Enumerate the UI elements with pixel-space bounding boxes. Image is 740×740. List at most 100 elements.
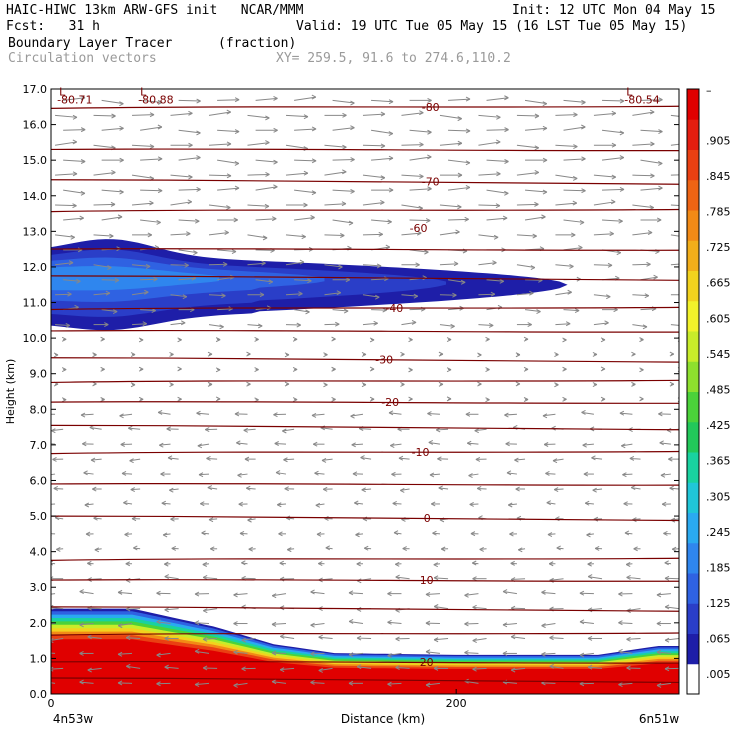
wind-vector xyxy=(285,114,308,118)
wind-vector xyxy=(506,472,517,475)
wind-vector-head xyxy=(600,337,606,343)
wind-vector-head xyxy=(457,204,462,210)
wind-vector-head xyxy=(529,290,534,296)
wind-vector xyxy=(63,217,84,221)
wind-vector-head xyxy=(76,278,81,284)
wind-vector-head xyxy=(350,413,355,419)
wind-vector xyxy=(478,204,500,207)
wind-vector-head xyxy=(428,440,434,445)
isotherm-line xyxy=(51,557,679,561)
y-tick-label: 3.0 xyxy=(30,581,48,594)
colorbar-swatch xyxy=(687,663,699,695)
wind-vector xyxy=(101,309,118,313)
isotherm-line xyxy=(51,208,679,213)
wind-vector xyxy=(541,591,556,595)
wind-vector-head xyxy=(369,366,375,372)
wind-vector-head xyxy=(254,337,259,342)
y-axis: 0.0 1.0 2.0 3.0 4.0 5.0 6.0 7.0 8.0 9.0 10.0 11.0 12… xyxy=(4,83,679,701)
wind-vector-head xyxy=(323,382,328,388)
wind-vector-head xyxy=(649,109,655,115)
wind-vector-head xyxy=(80,190,86,196)
wind-vector xyxy=(478,262,497,266)
wind-vector-head xyxy=(279,667,285,673)
wind-vector-head xyxy=(452,292,457,298)
isotherm-label: -80.71 xyxy=(57,94,92,107)
wind-vector xyxy=(362,174,385,179)
wind-vector-head xyxy=(114,277,120,283)
wind-vector-head xyxy=(224,230,229,235)
wind-vector-head xyxy=(361,487,366,493)
wind-vector xyxy=(428,441,441,445)
wind-vector-head xyxy=(194,648,200,654)
wind-vector-head xyxy=(661,501,667,507)
wind-vector-head xyxy=(80,412,86,418)
wind-vector xyxy=(618,650,633,654)
wind-vector xyxy=(516,144,539,149)
wind-vector-head xyxy=(510,560,515,566)
wind-vector xyxy=(90,458,102,461)
colorbar-swatch xyxy=(687,331,699,362)
wind-vector-head xyxy=(182,294,188,300)
wind-vector xyxy=(51,667,64,670)
wind-vector-head xyxy=(624,530,630,536)
wind-vector-head xyxy=(265,140,270,146)
wind-vector-head xyxy=(273,127,278,133)
wind-vector xyxy=(359,428,372,430)
wind-vector xyxy=(371,157,394,161)
wind-vector xyxy=(582,443,594,446)
wind-vector xyxy=(640,308,657,311)
wind-vector-head xyxy=(303,114,309,120)
cross-section-coords: XY= 259.5, 91.6 to 274.6,110.2 xyxy=(276,51,511,66)
wind-vector-head xyxy=(61,336,67,342)
wind-vector xyxy=(516,171,539,176)
isotherm-line xyxy=(51,275,679,281)
isotherm-line xyxy=(51,482,679,486)
wind-vector-head xyxy=(273,95,278,101)
wind-vector xyxy=(243,428,256,431)
wind-vector-head xyxy=(553,487,559,493)
wind-vector-head xyxy=(562,396,567,402)
wind-vector-head xyxy=(622,472,627,478)
wind-vector-head xyxy=(508,502,513,508)
wind-vector-head xyxy=(156,652,161,658)
wind-vector xyxy=(388,412,402,415)
wind-vector-head xyxy=(283,457,288,463)
wind-vector-head xyxy=(542,101,548,107)
wind-vector xyxy=(592,488,603,491)
wind-vector-head xyxy=(331,336,336,342)
wind-vector xyxy=(247,234,268,239)
wind-vector-head xyxy=(233,682,238,688)
wind-vector-head xyxy=(586,532,591,538)
isotherm-label: -20 xyxy=(381,396,399,409)
wind-vector-head xyxy=(340,233,345,238)
wind-vector-head xyxy=(351,442,356,448)
wind-vector-head xyxy=(226,141,232,147)
wind-vector-head xyxy=(201,530,206,536)
wind-vector xyxy=(164,608,179,611)
wind-vector xyxy=(511,667,526,671)
wind-vector-head xyxy=(348,590,354,596)
wind-vector-head xyxy=(411,319,417,325)
wind-vector xyxy=(439,114,462,120)
y-tick-label: 2.0 xyxy=(30,617,48,630)
wind-vector xyxy=(525,279,543,281)
wind-vector xyxy=(87,636,102,639)
wind-vector-head xyxy=(361,352,367,357)
wind-vector-head xyxy=(314,470,319,476)
wind-vector-head xyxy=(644,293,650,299)
wind-vector-head xyxy=(541,214,546,220)
wind-vector xyxy=(208,111,231,116)
wind-vector xyxy=(524,127,547,131)
wind-vector-head xyxy=(177,396,182,402)
wind-vector-head xyxy=(325,545,331,551)
wind-vector-head xyxy=(287,547,292,553)
wind-vector-head xyxy=(611,110,617,116)
wind-vector-head xyxy=(72,139,78,145)
wind-vector xyxy=(294,279,312,282)
low-marker: L xyxy=(626,86,633,99)
wind-vector-head xyxy=(496,114,501,120)
wind-vector-head xyxy=(376,263,382,269)
wind-vector-head xyxy=(322,486,328,492)
wind-vector xyxy=(516,203,539,206)
wind-vector-head xyxy=(149,112,155,118)
